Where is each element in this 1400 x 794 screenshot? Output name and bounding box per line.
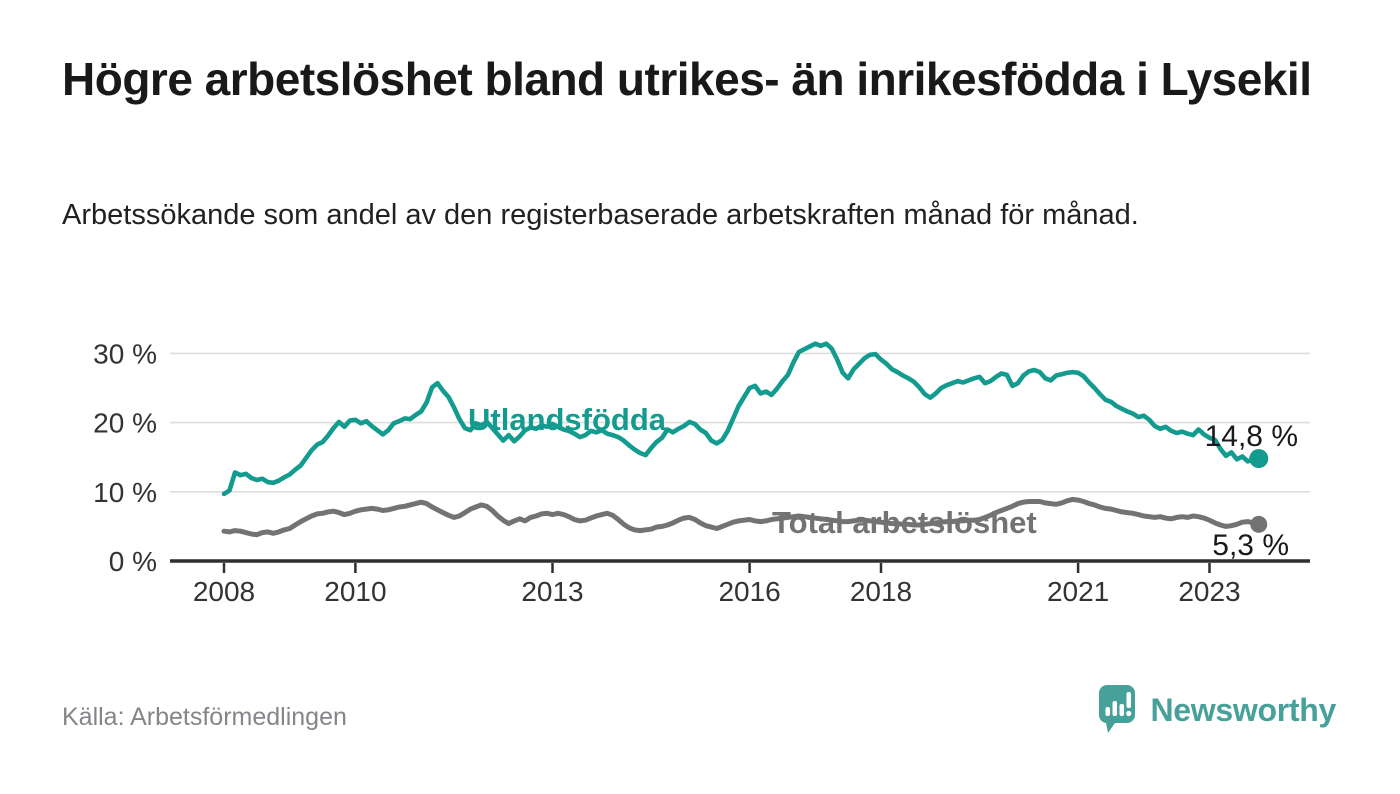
x-tick-label: 2016 xyxy=(718,576,780,607)
source-note: Källa: Arbetsförmedlingen xyxy=(62,703,347,731)
brand-name: Newsworthy xyxy=(1150,691,1337,728)
series-label-total: Total arbetslöshet xyxy=(772,505,1037,540)
endpoint-value-label-total: 5,3 % xyxy=(1212,529,1289,562)
series-endpoint-dot-total xyxy=(1250,515,1268,533)
series-endpoint-dot-utlandsfodda xyxy=(1249,449,1269,469)
endpoint-value-label-utlandsfodda: 14,8 % xyxy=(1205,420,1298,453)
page-subtitle: Arbetssökande som andel av den registerb… xyxy=(62,199,1139,231)
y-tick-label: 30 % xyxy=(93,338,157,369)
y-tick-label: 10 % xyxy=(93,477,157,508)
newsworthy-speech-bubble-bar-chart-icon xyxy=(1098,685,1135,733)
series-label-utlandsfodda: Utlandsfödda xyxy=(468,402,667,437)
series-line-utlandsfodda xyxy=(221,341,1262,497)
x-tick-label: 2013 xyxy=(521,576,583,607)
x-tick-label: 2018 xyxy=(850,576,912,607)
x-tick-label: 2023 xyxy=(1178,576,1240,607)
x-tick-label: 2008 xyxy=(193,576,255,607)
y-tick-label: 0 % xyxy=(109,546,157,577)
newsworthy-logo: Newsworthy xyxy=(1098,683,1337,737)
page-title: Högre arbetslöshet bland utrikes- än inr… xyxy=(62,53,1312,105)
x-tick-label: 2010 xyxy=(324,576,386,607)
series-line-total xyxy=(221,496,1262,538)
y-tick-label: 20 % xyxy=(93,408,157,439)
x-tick-label: 2021 xyxy=(1047,576,1109,607)
